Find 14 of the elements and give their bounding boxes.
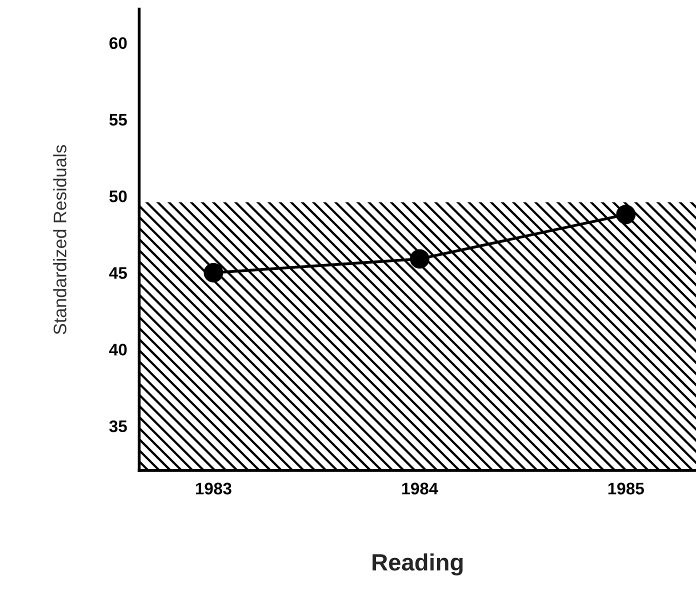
point <box>410 249 430 269</box>
point <box>204 262 224 282</box>
y-axis-title: Standardized Residuals <box>53 145 66 334</box>
y-tick-label: 55 <box>109 114 127 126</box>
point <box>616 204 636 224</box>
y-tick-label: 40 <box>109 344 127 356</box>
x-tick-label: 1985 <box>608 482 644 494</box>
x-tick-label: 1984 <box>402 482 438 494</box>
y-tick-label: 60 <box>109 37 127 50</box>
y-tick-label: 45 <box>109 267 127 279</box>
y-tick-label: 35 <box>109 420 127 432</box>
x-axis-title: Reading <box>372 553 463 576</box>
y-tick-label: 50 <box>109 190 127 202</box>
x-tick-label: 1983 <box>196 482 232 494</box>
